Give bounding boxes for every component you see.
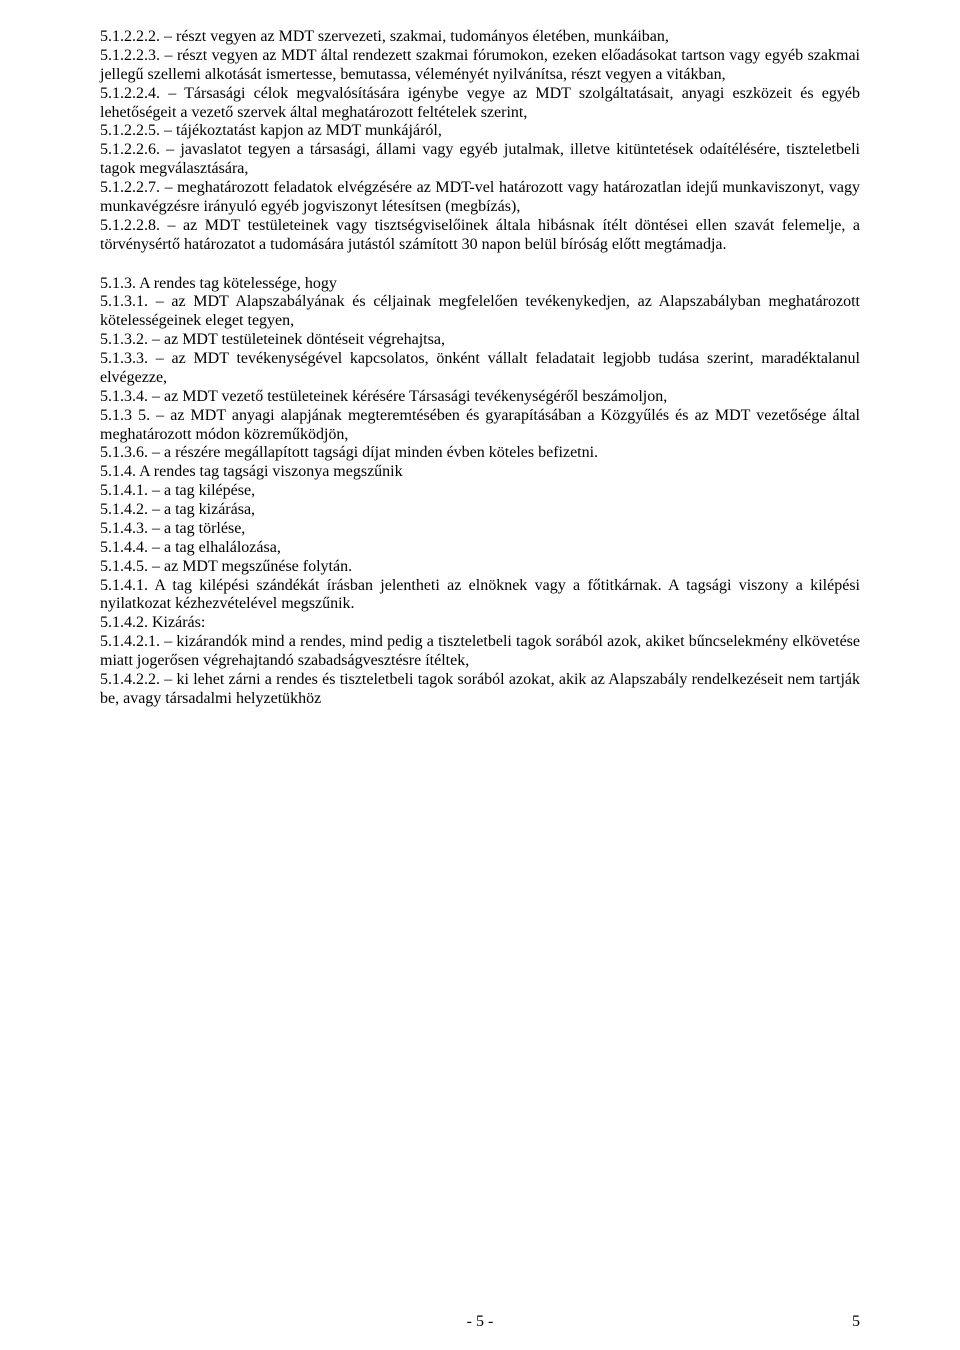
- footer-page-center: - 5 -: [0, 1313, 960, 1332]
- paragraph: 5.1.2.2.7. – meghatározott feladatok elv…: [100, 179, 860, 217]
- paragraph: 5.1.4.2. – a tag kizárása,: [100, 501, 860, 520]
- paragraph: 5.1.3.3. – az MDT tevékenységével kapcso…: [100, 350, 860, 388]
- paragraph: 5.1.3.2. – az MDT testületeinek döntései…: [100, 331, 860, 350]
- paragraph: 5.1.2.2.3. – részt vegyen az MDT által r…: [100, 47, 860, 85]
- paragraph: 5.1.4.2. Kizárás:: [100, 614, 860, 633]
- paragraph: 5.1.2.2.5. – tájékoztatást kapjon az MDT…: [100, 122, 860, 141]
- page-footer: - 5 - 5: [0, 1313, 960, 1332]
- paragraph: 5.1.2.2.6. – javaslatot tegyen a társasá…: [100, 141, 860, 179]
- section-gap: [100, 255, 860, 275]
- paragraph: 5.1.4. A rendes tag tagsági viszonya meg…: [100, 463, 860, 482]
- paragraph: 5.1.3.1. – az MDT Alapszabályának és cél…: [100, 293, 860, 331]
- paragraph: 5.1.4.5. – az MDT megszűnése folytán.: [100, 558, 860, 577]
- paragraph: 5.1.4.1. A tag kilépési szándékát írásba…: [100, 577, 860, 615]
- paragraph: 5.1.2.2.4. – Társasági célok megvalósítá…: [100, 85, 860, 123]
- paragraph: 5.1.4.1. – a tag kilépése,: [100, 482, 860, 501]
- document-page: 5.1.2.2.2. – részt vegyen az MDT szervez…: [0, 0, 960, 1350]
- paragraph: 5.1.4.4. – a tag elhalálozása,: [100, 539, 860, 558]
- paragraph: 5.1.4.3. – a tag törlése,: [100, 520, 860, 539]
- paragraph: 5.1.4.2.2. – ki lehet zárni a rendes és …: [100, 671, 860, 709]
- paragraph: 5.1.2.2.8. – az MDT testületeinek vagy t…: [100, 217, 860, 255]
- paragraph: 5.1.3. A rendes tag kötelessége, hogy: [100, 275, 860, 294]
- paragraph: 5.1.3.4. – az MDT vezető testületeinek k…: [100, 388, 860, 407]
- paragraph: 5.1.3 5. – az MDT anyagi alapjának megte…: [100, 407, 860, 445]
- paragraph: 5.1.2.2.2. – részt vegyen az MDT szervez…: [100, 28, 860, 47]
- paragraph: 5.1.4.2.1. – kizárandók mind a rendes, m…: [100, 633, 860, 671]
- paragraph: 5.1.3.6. – a részére megállapított tagsá…: [100, 444, 860, 463]
- footer-page-right: 5: [852, 1313, 860, 1332]
